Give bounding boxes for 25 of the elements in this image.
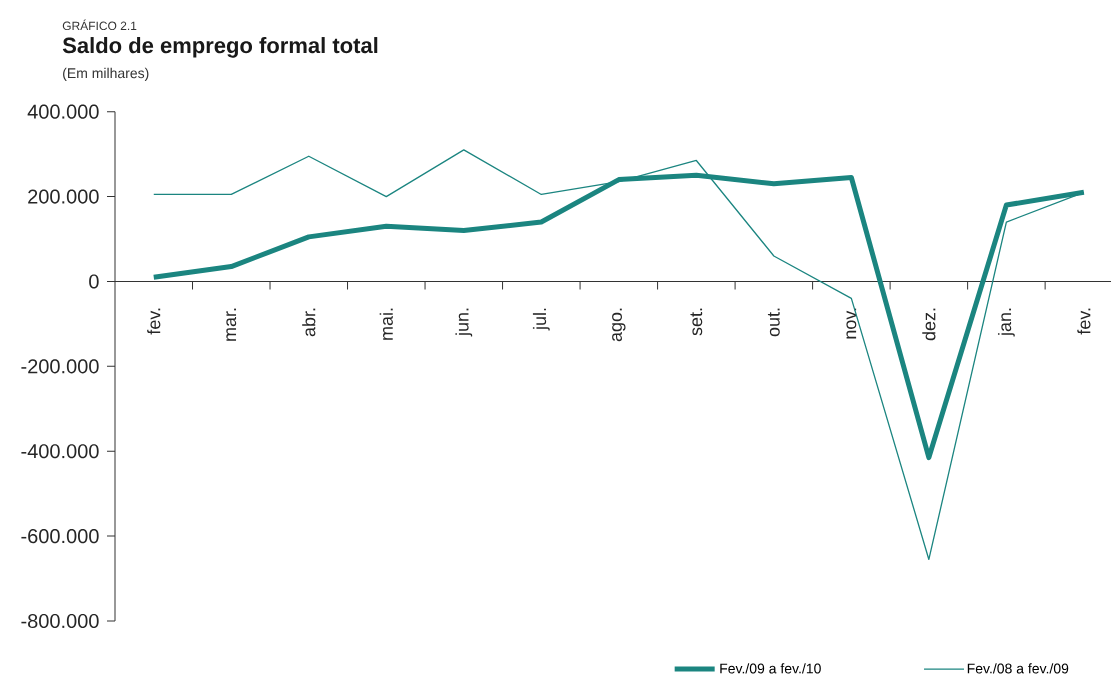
legend-label: Fev./08 a fev./09 xyxy=(967,663,1069,674)
y-tick-label: -400.000 xyxy=(21,444,99,459)
x-tick-label: jan. xyxy=(997,308,1015,337)
x-tick-label: dez. xyxy=(922,308,936,341)
x-tick-label: abr. xyxy=(302,308,316,337)
text: GRÁFICO 2.1 xyxy=(62,19,137,31)
y-tick-label: 400.000 xyxy=(27,104,99,119)
x-tick-label: jul. xyxy=(532,308,550,331)
y-tick-label: 0 xyxy=(89,274,99,289)
x-tick-label: set. xyxy=(690,308,703,336)
x-tick-label: ago. xyxy=(612,308,626,342)
x-tick-label: out. xyxy=(767,308,780,337)
chart-title: Saldo de emprego formal total xyxy=(62,37,378,58)
x-tick-label: fev. xyxy=(1077,308,1091,335)
x-tick-label: fev. xyxy=(147,308,161,335)
chart-subtitle: (Em milhares) xyxy=(63,67,149,81)
x-tick-label: jun. xyxy=(455,308,473,337)
x-tick-label: mar. xyxy=(226,308,237,341)
legend-label: Fev./09 a fev./10 xyxy=(720,663,821,674)
x-tick-label: nov. xyxy=(846,308,857,339)
x-tick-label: mai. xyxy=(379,308,393,340)
y-tick-label: 200.000 xyxy=(28,189,99,204)
y-tick-label: -800.000 xyxy=(21,613,99,629)
y-tick-label: -200.000 xyxy=(21,359,99,374)
y-tick-label: -600.000 xyxy=(21,529,99,544)
